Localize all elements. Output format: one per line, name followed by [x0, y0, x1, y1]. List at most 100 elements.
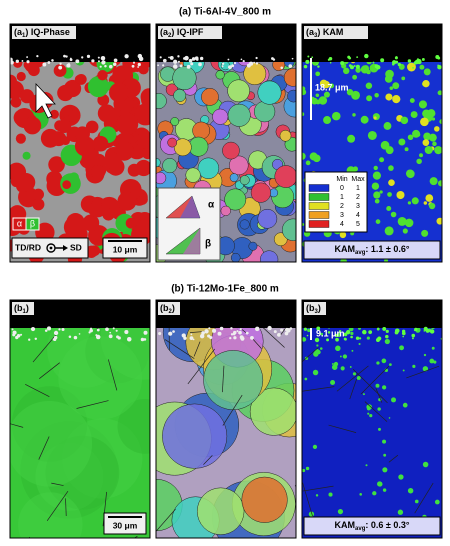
grain: [407, 487, 414, 494]
grain: [396, 190, 405, 200]
surface-debris: [113, 62, 117, 67]
kam-header: Max: [351, 176, 365, 183]
surface-debris: [58, 328, 61, 331]
surface-debris: [11, 328, 14, 331]
label-close: ) IQ-Phase: [25, 27, 70, 37]
surface-debris: [412, 337, 414, 340]
grain-boundary: [302, 386, 335, 392]
surface-debris: [245, 331, 249, 335]
label-sub: 2: [168, 33, 172, 39]
grain: [283, 68, 296, 87]
grain: [402, 369, 405, 372]
grain: [349, 366, 352, 368]
grain: [135, 159, 150, 177]
surface-debris: [108, 334, 113, 339]
surface-debris: [412, 66, 415, 69]
grain: [356, 375, 361, 380]
surface-debris: [204, 329, 209, 334]
grain: [162, 158, 178, 174]
grain: [331, 363, 334, 365]
grain: [401, 76, 406, 81]
panel-label: (a1) IQ-Phase: [14, 27, 70, 38]
grain: [53, 64, 67, 77]
grain: [330, 380, 336, 386]
grain: [282, 218, 296, 241]
grain: [323, 91, 330, 98]
grain: [156, 171, 167, 185]
grain: [399, 345, 405, 351]
surface-debris: [221, 62, 225, 65]
surface-debris: [394, 330, 399, 335]
surface-debris: [267, 325, 272, 331]
surface-debris: [144, 333, 146, 335]
grain: [384, 258, 388, 262]
surface-debris: [105, 327, 109, 332]
surface-debris: [233, 62, 237, 65]
kam-swatch: [308, 220, 330, 228]
surface-debris: [17, 334, 20, 337]
grain: [419, 64, 425, 70]
surface-debris: [81, 56, 84, 59]
grain: [342, 354, 348, 359]
surface-debris: [350, 335, 353, 339]
kam-min: 3: [340, 212, 344, 219]
surface-debris: [159, 56, 162, 59]
grain-boundary: [364, 401, 388, 422]
panel-label: (b1): [14, 303, 29, 314]
grain: [351, 90, 360, 100]
grain: [375, 219, 381, 224]
kam-max: 1: [356, 185, 360, 192]
surface-debris: [90, 327, 93, 330]
grain: [203, 350, 264, 410]
grain: [384, 226, 394, 236]
grain: [329, 83, 335, 89]
grain: [197, 157, 220, 179]
surface-debris: [26, 56, 28, 58]
surface-debris: [69, 58, 73, 62]
surface-debris: [335, 337, 339, 342]
grain: [340, 366, 345, 371]
ipf-label: α: [208, 200, 215, 211]
surface-debris: [177, 60, 180, 63]
figure-b-title: (b) Ti-12Mo-1Fe_800 m: [171, 284, 279, 295]
grain: [339, 231, 347, 239]
surface-debris: [217, 331, 222, 336]
grain: [342, 67, 350, 75]
grain: [352, 74, 358, 80]
grain-boundary: [336, 365, 369, 392]
grain-boundary: [46, 490, 69, 522]
grain-boundary: [187, 348, 216, 385]
kam-max: 4: [356, 212, 360, 219]
surface-debris: [305, 59, 310, 64]
label-close: ) IQ-IPF: [171, 27, 203, 37]
grain: [434, 126, 440, 132]
grain: [10, 96, 22, 108]
grain: [366, 69, 371, 75]
grain: [407, 201, 412, 205]
grain: [402, 402, 408, 408]
surface-debris: [75, 59, 80, 64]
micrograph: [302, 300, 442, 538]
surface-debris: [172, 64, 178, 69]
surface-debris: [96, 328, 100, 332]
grain: [423, 68, 431, 76]
grain: [229, 173, 239, 182]
surface-debris: [108, 64, 113, 69]
grain: [352, 113, 356, 117]
kam-max: 2: [356, 194, 360, 201]
surface-debris: [284, 331, 289, 336]
surface-debris: [402, 335, 405, 338]
label-open: (a: [14, 27, 23, 37]
grain: [138, 63, 149, 75]
grain: [307, 328, 311, 333]
grain-boundary: [193, 341, 201, 357]
grain: [383, 122, 392, 130]
grain: [241, 476, 288, 523]
grain: [173, 89, 187, 102]
grain: [392, 94, 401, 104]
grain: [337, 508, 344, 515]
surface-debris: [10, 57, 13, 62]
grain: [85, 120, 99, 134]
surface-debris: [401, 329, 406, 333]
surface-debris: [137, 66, 140, 68]
